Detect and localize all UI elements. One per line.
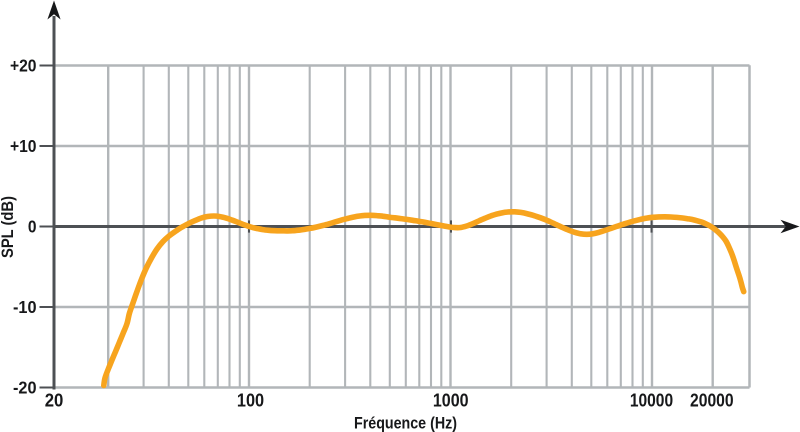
svg-text:+10: +10 (10, 136, 37, 156)
svg-text:+20: +20 (10, 56, 37, 76)
svg-text:20: 20 (45, 390, 64, 411)
svg-text:-20: -20 (13, 378, 37, 398)
svg-text:SPL (dB): SPL (dB) (0, 196, 17, 258)
svg-text:-10: -10 (13, 297, 37, 317)
svg-text:1000: 1000 (433, 390, 469, 411)
svg-text:100: 100 (237, 390, 264, 411)
svg-text:10000: 10000 (630, 390, 673, 411)
svg-text:20000: 20000 (690, 390, 734, 411)
svg-text:0: 0 (28, 217, 37, 237)
svg-text:Fréquence (Hz): Fréquence (Hz) (354, 414, 457, 432)
